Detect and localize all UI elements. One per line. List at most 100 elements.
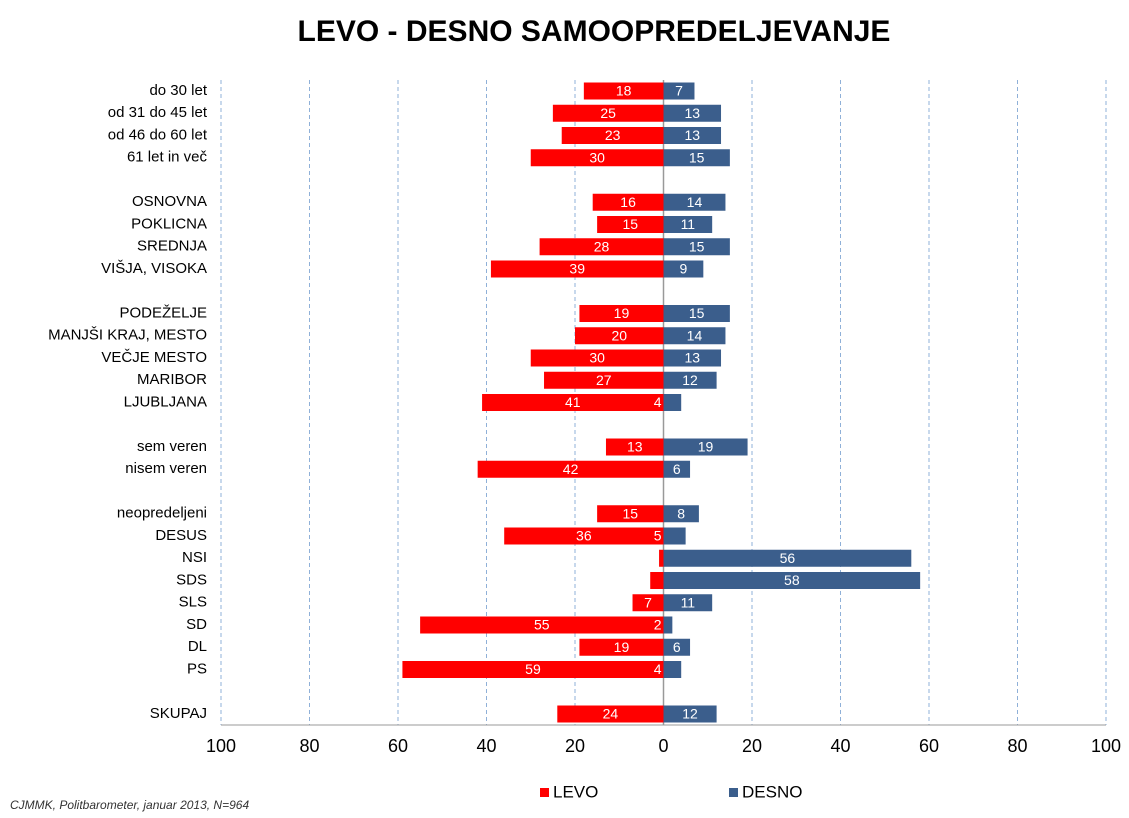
category-label: SREDNJA <box>137 238 207 255</box>
value-label: 58 <box>784 572 800 588</box>
value-label: 11 <box>681 216 696 232</box>
value-label: 14 <box>687 327 703 343</box>
bar <box>557 705 664 723</box>
bar <box>663 505 699 523</box>
bar <box>663 127 722 144</box>
bar <box>530 349 664 367</box>
category-label: NSI <box>182 549 207 566</box>
value-label: 7 <box>675 83 683 99</box>
value-label: 6 <box>673 639 681 655</box>
bar <box>663 193 726 211</box>
bar <box>663 238 730 256</box>
value-label: 4 <box>654 394 662 410</box>
bar <box>592 193 664 211</box>
category-label: SDS <box>176 571 207 588</box>
legend-swatch <box>540 788 549 797</box>
bar <box>575 327 664 345</box>
value-label: 11 <box>681 594 696 610</box>
category-label: VEČJE MESTO <box>101 349 207 366</box>
value-label: 19 <box>698 439 714 455</box>
bar <box>663 260 704 278</box>
chart-title: LEVO - DESNO SAMOOPREDELJEVANJE <box>298 15 891 48</box>
value-label: 15 <box>623 505 639 521</box>
bar <box>663 82 695 100</box>
x-tick-label: 80 <box>1007 736 1027 756</box>
value-label: 59 <box>525 661 541 677</box>
bar <box>663 705 717 723</box>
value-label: 7 <box>644 594 652 610</box>
bar <box>663 104 722 122</box>
bar <box>597 505 664 523</box>
bar <box>663 460 691 478</box>
bar <box>402 661 664 678</box>
category-label: 61 let in več <box>127 149 208 166</box>
bar <box>490 260 664 278</box>
value-label: 24 <box>603 706 619 722</box>
value-label: 9 <box>680 261 688 277</box>
x-tick-label: 100 <box>206 736 236 756</box>
bar <box>579 638 664 656</box>
category-label: SKUPAJ <box>150 705 207 722</box>
category-label: PODEŽELJE <box>119 304 207 321</box>
bar <box>477 460 664 478</box>
value-label: 56 <box>780 550 796 566</box>
category-label: od 31 do 45 let <box>108 104 208 121</box>
x-tick-label: 100 <box>1091 736 1121 756</box>
bar <box>663 394 682 411</box>
category-label: MANJŠI KRAJ, MESTO <box>48 327 207 344</box>
value-label: 12 <box>682 372 698 388</box>
value-label: 55 <box>534 617 550 633</box>
source-note: CJMMK, Politbarometer, januar 2013, N=96… <box>10 798 249 812</box>
value-label: 12 <box>682 706 698 722</box>
bar <box>663 438 748 456</box>
bar <box>539 238 664 256</box>
value-label: 13 <box>627 439 643 455</box>
value-label: 6 <box>673 461 681 477</box>
legend-label: LEVO <box>553 782 598 801</box>
value-label: 36 <box>576 528 592 544</box>
value-label: 30 <box>589 350 605 366</box>
bar <box>561 127 664 144</box>
value-label: 14 <box>687 194 703 210</box>
value-label: 19 <box>614 639 630 655</box>
value-label: 19 <box>614 305 630 321</box>
category-label: OSNOVNA <box>132 193 207 210</box>
category-label: od 46 do 60 let <box>108 126 208 143</box>
bar <box>632 594 664 612</box>
bar <box>605 438 664 456</box>
x-tick-label: 40 <box>476 736 496 756</box>
category-label: nisem veren <box>125 460 207 477</box>
x-tick-label: 60 <box>388 736 408 756</box>
value-label: 27 <box>596 372 612 388</box>
value-label: 13 <box>684 105 700 121</box>
value-label: 5 <box>654 528 662 544</box>
bar <box>663 527 686 545</box>
value-label: 20 <box>611 327 627 343</box>
x-tick-label: 20 <box>565 736 585 756</box>
category-label: PS <box>187 660 207 677</box>
bar <box>544 371 664 389</box>
category-label: do 30 let <box>149 82 207 99</box>
value-label: 39 <box>569 261 585 277</box>
bar <box>579 305 664 322</box>
category-label: SLS <box>179 594 207 611</box>
value-label: 8 <box>677 505 685 521</box>
bar <box>663 149 730 167</box>
x-tick-label: 60 <box>919 736 939 756</box>
bar <box>663 371 717 389</box>
bar <box>663 616 673 634</box>
bar <box>663 572 921 589</box>
x-tick-label: 0 <box>658 736 668 756</box>
value-label: 13 <box>684 350 700 366</box>
x-tick-label: 40 <box>830 736 850 756</box>
bar <box>663 638 691 656</box>
value-label: 16 <box>620 194 636 210</box>
category-label: VIŠJA, VISOKA <box>101 260 207 277</box>
x-tick-label: 80 <box>299 736 319 756</box>
bar <box>663 549 912 567</box>
value-label: 13 <box>684 127 700 143</box>
bar <box>663 327 726 345</box>
bar <box>530 149 664 167</box>
category-label: neopredeljeni <box>117 505 207 522</box>
